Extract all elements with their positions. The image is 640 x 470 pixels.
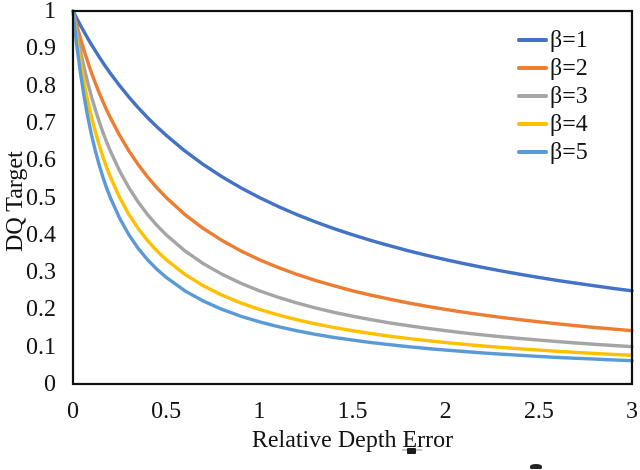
x-tick-label: 2.5 — [523, 398, 554, 424]
y-tick-label: 0.4 — [26, 221, 56, 248]
y-tick-label: 0.3 — [26, 259, 56, 286]
legend-label: β=1 — [550, 27, 588, 53]
y-tick-label: 0.5 — [26, 184, 56, 211]
x-tick-label: 1.5 — [337, 398, 368, 424]
series-line-β=3 — [71, 9, 634, 349]
legend-line-swatch-icon — [517, 122, 548, 126]
legend-line-swatch-icon — [517, 66, 548, 70]
legend-label: β=4 — [550, 111, 588, 137]
y-tick-label: 0.1 — [26, 333, 56, 360]
y-tick-label: 1 — [44, 0, 56, 24]
legend-item: β=3 — [517, 82, 588, 110]
legend-item: β=2 — [517, 54, 588, 82]
legend-line-swatch-icon — [517, 38, 548, 42]
legend-label: β=5 — [550, 139, 588, 165]
series-line-β=2 — [71, 9, 634, 333]
legend-line-swatch-icon — [517, 94, 548, 98]
x-tick-label: 2 — [439, 398, 452, 424]
legend: β=1 β=2 β=3 β=4 β=5 — [517, 26, 588, 166]
cropped-caption-glyph — [407, 448, 416, 454]
x-axis-title: Relative Depth Error — [251, 427, 454, 453]
cropped-caption-glyph — [530, 464, 542, 469]
y-tick-label: 0.6 — [26, 147, 56, 174]
x-tick-label: 0 — [67, 398, 79, 424]
legend-item: β=4 — [517, 110, 588, 138]
legend-label: β=2 — [550, 55, 588, 81]
x-tick-label: 1 — [253, 398, 266, 424]
series-line-β=5 — [71, 9, 634, 363]
x-tick-label: 3 — [626, 398, 638, 424]
y-tick-label: 0.8 — [26, 72, 56, 99]
series-line-β=4 — [71, 9, 634, 357]
y-tick-label: 0 — [44, 371, 56, 397]
legend-item: β=5 — [517, 138, 588, 166]
y-tick-label: 0.2 — [26, 296, 56, 323]
legend-item: β=1 — [517, 26, 588, 54]
plot-border — [71, 9, 634, 386]
y-tick-label: 0.9 — [26, 35, 56, 62]
y-tick-label: 0.7 — [26, 109, 56, 136]
legend-label: β=3 — [550, 83, 588, 109]
series-line-β=1 — [71, 9, 634, 293]
legend-line-swatch-icon — [517, 150, 548, 154]
x-tick-label: 0.5 — [151, 398, 182, 424]
